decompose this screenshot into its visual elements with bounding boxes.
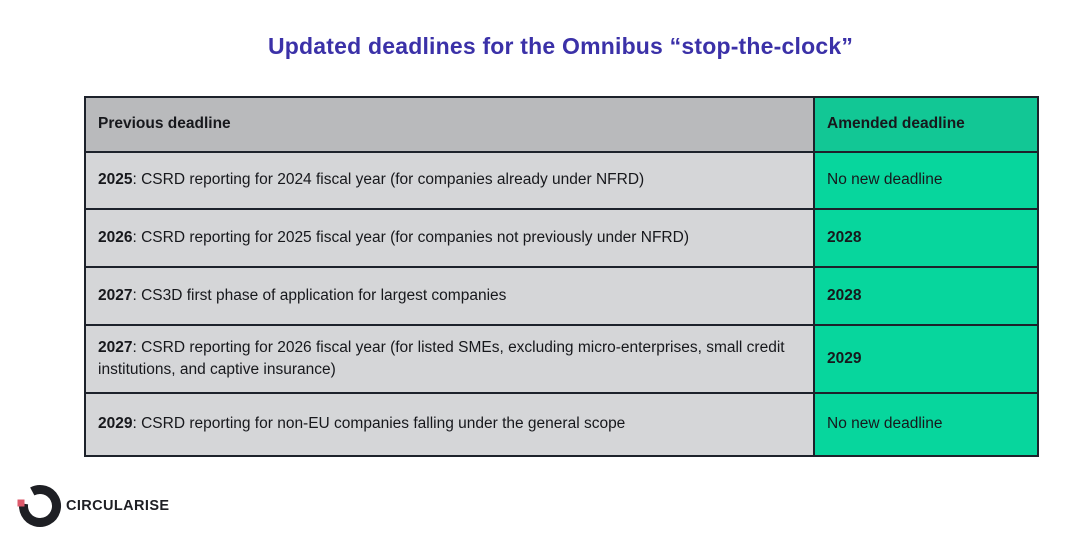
previous-deadline-cell: 2027: CS3D first phase of application fo… [84, 266, 815, 326]
previous-deadline-cell: 2027: CSRD reporting for 2026 fiscal yea… [84, 324, 815, 394]
deadline-year: 2027 [98, 286, 133, 304]
circularise-logo: CIRCULARISE [17, 482, 170, 529]
deadlines-table-container: Previous deadline Amended deadline 2025:… [84, 96, 1039, 457]
amended-deadline-cell: 2029 [813, 324, 1039, 394]
table-row: 2025: CSRD reporting for 2024 fiscal yea… [84, 151, 1039, 210]
table-row: 2029: CSRD reporting for non-EU companie… [84, 392, 1039, 457]
table-row: 2027: CSRD reporting for 2026 fiscal yea… [84, 324, 1039, 394]
circularise-logo-icon [17, 483, 63, 529]
amended-deadline-cell: 2028 [813, 208, 1039, 268]
deadline-text: : CS3D first phase of application for la… [132, 286, 507, 304]
table-row: 2027: CS3D first phase of application fo… [84, 266, 1039, 326]
amended-deadline-cell: 2028 [813, 266, 1039, 326]
deadline-text: : CSRD reporting for 2026 fiscal year (f… [98, 338, 785, 378]
deadline-year: 2025 [98, 171, 133, 189]
deadline-year: 2026 [98, 228, 133, 246]
amended-value: No new deadline [827, 415, 943, 433]
previous-deadline-cell: 2029: CSRD reporting for non-EU companie… [84, 392, 815, 457]
amended-value: 2029 [827, 349, 862, 367]
deadline-year: 2027 [98, 338, 133, 356]
amended-deadline-cell: No new deadline [813, 151, 1039, 210]
column-header-amended: Amended deadline [813, 96, 1039, 153]
table-header-row: Previous deadline Amended deadline [84, 96, 1039, 153]
circularise-logo-text: CIRCULARISE [66, 497, 170, 514]
page-title: Updated deadlines for the Omnibus “stop-… [267, 33, 854, 59]
deadline-text: : CSRD reporting for 2024 fiscal year (f… [132, 171, 645, 189]
deadlines-table: Previous deadline Amended deadline 2025:… [84, 96, 1039, 457]
previous-deadline-cell: 2025: CSRD reporting for 2024 fiscal yea… [84, 151, 815, 210]
previous-deadline-cell: 2026: CSRD reporting for 2025 fiscal yea… [84, 208, 815, 268]
amended-value: 2028 [827, 228, 862, 246]
amended-value: 2028 [827, 286, 862, 304]
deadline-year: 2029 [98, 415, 133, 433]
deadline-text: : CSRD reporting for non-EU companies fa… [132, 415, 626, 433]
amended-value: No new deadline [827, 171, 943, 189]
column-header-previous: Previous deadline [84, 96, 815, 153]
table-row: 2026: CSRD reporting for 2025 fiscal yea… [84, 208, 1039, 268]
amended-deadline-cell: No new deadline [813, 392, 1039, 457]
deadline-text: : CSRD reporting for 2025 fiscal year (f… [132, 228, 689, 246]
